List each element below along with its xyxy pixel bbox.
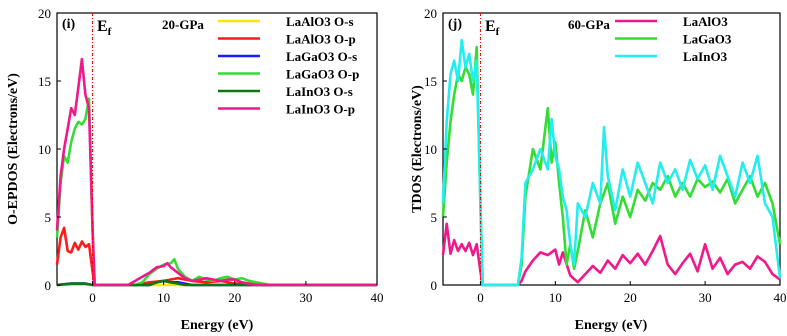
y-tick-label: 5 <box>45 210 52 225</box>
panel-label: (j) <box>448 17 462 32</box>
series-group <box>441 38 782 287</box>
y-tick-label: 15 <box>38 74 51 89</box>
y-tick-label: 0 <box>45 278 52 293</box>
y-axis-label: O-EPDOS (Electrons/eV) <box>6 73 21 225</box>
legend-label: LaAlO3 <box>683 14 728 29</box>
x-tick-label: 30 <box>699 290 712 305</box>
series-line-1 <box>55 226 377 287</box>
x-tick-label: 20 <box>228 290 241 305</box>
x-tick-label: 40 <box>371 290 384 305</box>
x-tick-label: 0 <box>477 290 484 305</box>
x-tick-label: 20 <box>624 290 637 305</box>
series-line-0 <box>441 222 781 287</box>
legend-label: LaAlO3 O-s <box>286 14 354 29</box>
fermi-label: Ef <box>97 18 112 38</box>
x-tick-label: 0 <box>89 290 96 305</box>
series-group <box>55 57 377 287</box>
series-line-4 <box>56 279 377 287</box>
y-tick-label: 20 <box>424 6 437 21</box>
plot-frame <box>442 12 781 286</box>
y-axis-label: TDOS (Electrons/eV) <box>410 85 425 213</box>
legend-label: LaAlO3 O-p <box>286 32 356 47</box>
y-tick-label: 20 <box>38 6 51 21</box>
pressure-label: 20-GPa <box>162 17 204 32</box>
series-line-2 <box>441 38 782 287</box>
series-line-1 <box>441 45 782 287</box>
x-axis-label: Energy (eV) <box>181 318 254 333</box>
pressure-label: 60-GPa <box>568 17 610 32</box>
legend-label: LaGaO3 O-s <box>286 49 357 64</box>
legend-label: LaInO3 <box>683 49 728 64</box>
y-tick-label: 10 <box>424 142 437 157</box>
legend: LaAlO3 O-s LaAlO3 O-p LaGaO3 O-s LaGaO3 O-p… <box>218 14 359 117</box>
series-line-5 <box>55 57 377 287</box>
legend-label: LaInO3 O-s <box>286 84 353 99</box>
panel-label: (i) <box>62 17 76 32</box>
series-line-3 <box>55 97 377 287</box>
x-tick-label: 10 <box>549 290 562 305</box>
x-tick-label: 10 <box>157 290 170 305</box>
legend-label: LaGaO3 O-p <box>286 67 359 82</box>
tick-group: 0 10 20 30 40 0 5 10 15 20 <box>38 6 384 305</box>
fermi-label: Ef <box>485 18 500 38</box>
panel-i: 0 10 20 30 40 0 5 10 15 20 (i) Ef 20-GPa LaAlO3 O… <box>6 6 384 333</box>
x-tick-label: 40 <box>774 290 787 305</box>
legend-label: LaGaO3 <box>683 32 732 47</box>
legend-label: LaInO3 O-p <box>286 102 355 117</box>
y-tick-label: 0 <box>431 278 438 293</box>
y-tick-label: 5 <box>431 210 438 225</box>
x-tick-label: 30 <box>299 290 312 305</box>
legend: LaAlO3 LaGaO3 LaInO3 <box>615 14 732 64</box>
x-axis-label: Energy (eV) <box>575 318 648 333</box>
y-tick-label: 10 <box>38 142 51 157</box>
y-tick-label: 15 <box>424 74 437 89</box>
tick-group: 0 10 20 30 40 0 5 10 15 20 <box>424 6 787 305</box>
